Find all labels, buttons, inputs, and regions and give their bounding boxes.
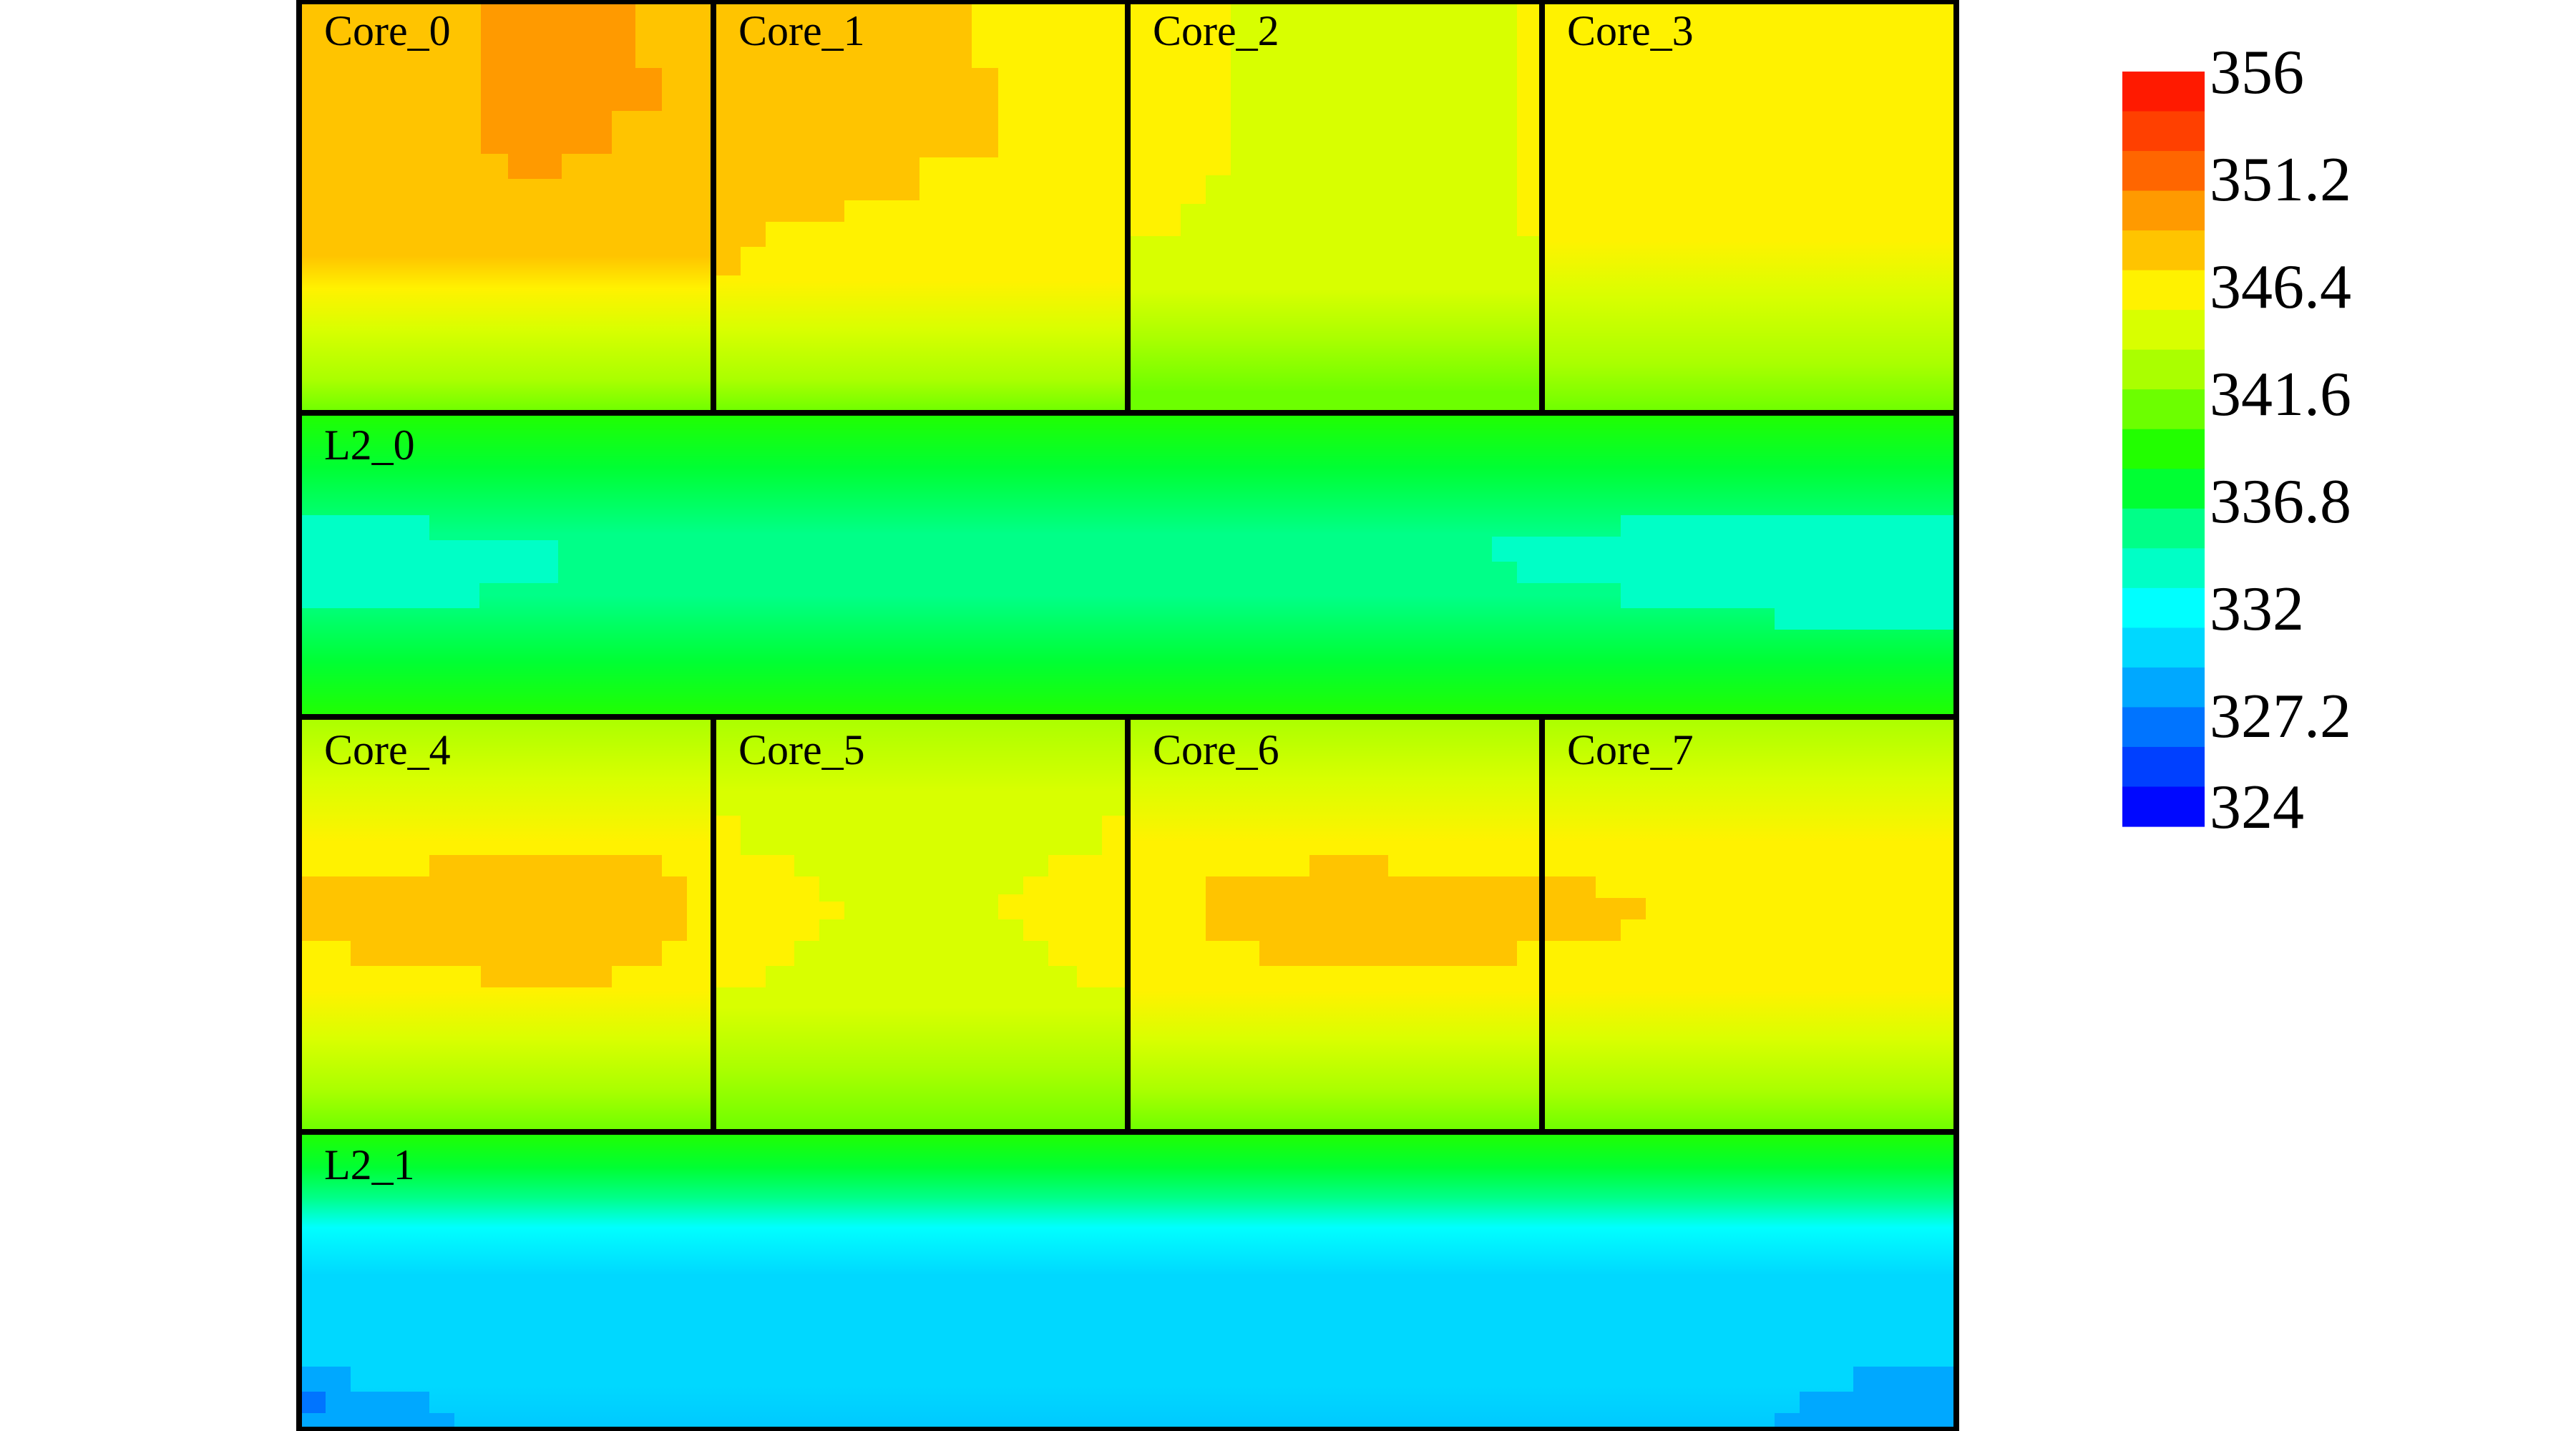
color-scale-swatch bbox=[2122, 469, 2205, 509]
color-scale-swatch bbox=[2122, 508, 2205, 549]
l2-1-label: L2_1 bbox=[324, 1141, 415, 1188]
core-6-label: Core_6 bbox=[1153, 726, 1279, 773]
color-scale-swatch bbox=[2122, 72, 2205, 112]
core-0-hotspot bbox=[481, 0, 662, 179]
l2-1-cool-right bbox=[1775, 1367, 1956, 1431]
core-5-label: Core_5 bbox=[738, 726, 865, 773]
core-6-hotspot bbox=[1206, 855, 1542, 966]
color-scale-swatch bbox=[2122, 270, 2205, 311]
core-4-hotspot bbox=[299, 855, 687, 987]
core-2-edge-right bbox=[1517, 0, 1542, 236]
color-scale-swatch bbox=[2122, 548, 2205, 589]
color-scale-swatch bbox=[2122, 389, 2205, 430]
color-scale-swatch bbox=[2122, 587, 2205, 628]
color-scale-tick-label: 356 bbox=[2210, 38, 2304, 107]
core-3-block bbox=[1542, 0, 1956, 413]
l2-1-block bbox=[299, 1132, 1956, 1431]
color-scale-swatch bbox=[2122, 746, 2205, 788]
color-scale-swatch bbox=[2122, 151, 2205, 192]
core-1-warm-region bbox=[713, 0, 998, 275]
core-1-label: Core_1 bbox=[738, 7, 865, 54]
color-scale-swatch bbox=[2122, 349, 2205, 390]
color-scale-tick-label: 351.2 bbox=[2210, 145, 2351, 215]
color-scale-tick-label: 327.2 bbox=[2210, 682, 2351, 751]
core-7-label: Core_7 bbox=[1567, 726, 1694, 773]
color-scale-swatch bbox=[2122, 111, 2205, 152]
color-scale-tick-label: 341.6 bbox=[2210, 360, 2351, 429]
color-scale-swatch bbox=[2122, 429, 2205, 469]
color-scale-swatch bbox=[2122, 627, 2205, 668]
color-scale-tick-label: 346.4 bbox=[2210, 253, 2351, 322]
color-scale-swatch bbox=[2122, 230, 2205, 271]
color-scale-swatch bbox=[2122, 190, 2205, 231]
color-scale-tick-label: 336.8 bbox=[2210, 467, 2351, 537]
core-5-edge-left bbox=[713, 816, 844, 987]
color-scale-swatch bbox=[2122, 786, 2205, 827]
core-3-label: Core_3 bbox=[1567, 7, 1694, 54]
color-scale-tick-label: 324 bbox=[2210, 773, 2304, 842]
color-scale-legend: 356 351.2 346.4 341.6 336.8 332 327.2 324 bbox=[2122, 38, 2351, 842]
l2-1-cool-left bbox=[299, 1367, 454, 1431]
color-scale-swatch bbox=[2122, 310, 2205, 351]
l2-0-label: L2_0 bbox=[324, 421, 415, 469]
color-scale-swatches bbox=[2122, 72, 2205, 827]
core-5-edge-right bbox=[998, 816, 1128, 987]
core-7-hotspot bbox=[1542, 876, 1646, 941]
color-scale-tick-label: 332 bbox=[2210, 575, 2304, 644]
color-scale-tick-labels: 356 351.2 346.4 341.6 336.8 332 327.2 324 bbox=[2210, 38, 2351, 842]
color-scale-swatch bbox=[2122, 667, 2205, 708]
block-labels: Core_0 Core_1 Core_2 Core_3 L2_0 Core_4 … bbox=[324, 7, 1694, 1188]
core-2-label: Core_2 bbox=[1153, 7, 1279, 54]
core-4-label: Core_4 bbox=[324, 726, 451, 773]
l2-0-cool-left bbox=[299, 515, 558, 608]
l2-0-cool-right bbox=[1492, 515, 1956, 630]
block-outlines bbox=[296, 0, 1959, 1431]
core-0-label: Core_0 bbox=[324, 7, 451, 54]
heatmap-blocks bbox=[299, 0, 1956, 1431]
l2-1-deep-left bbox=[299, 1392, 326, 1413]
color-scale-swatch bbox=[2122, 707, 2205, 748]
core-2-edge-left bbox=[1128, 0, 1231, 236]
